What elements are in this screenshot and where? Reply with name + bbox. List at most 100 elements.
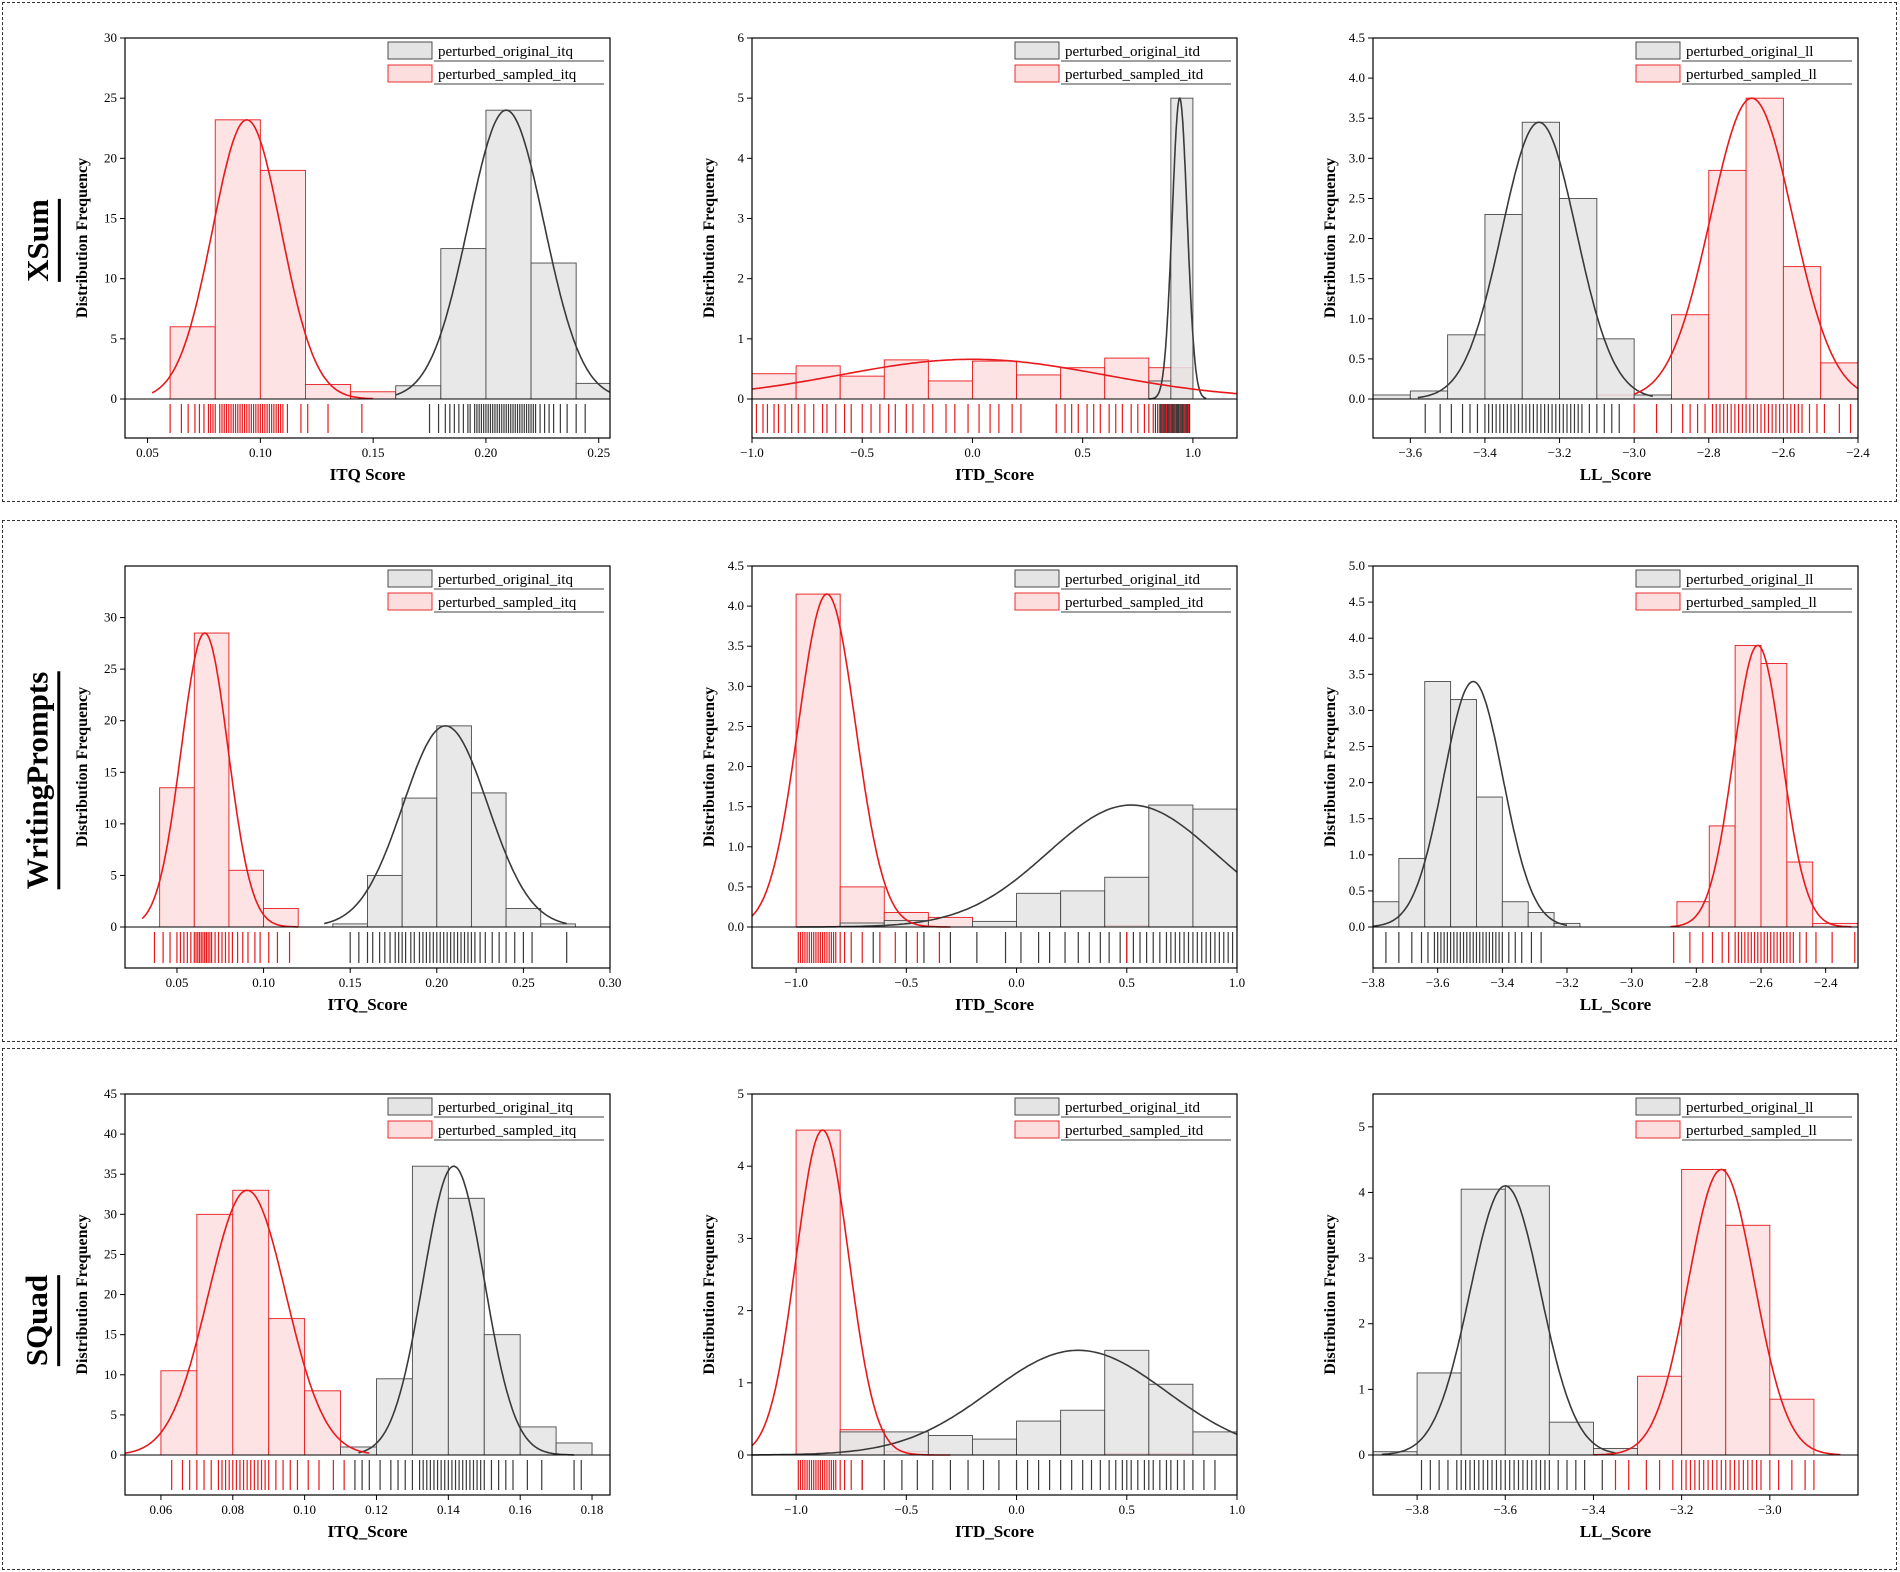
y-tick-label: 40 bbox=[104, 1126, 117, 1141]
x-tick-label: −0.5 bbox=[895, 1502, 919, 1517]
original-histogram-bar bbox=[1016, 1420, 1062, 1456]
y-tick-label: 5 bbox=[738, 90, 745, 105]
original-histogram-bar bbox=[440, 248, 487, 400]
y-tick-label: 0 bbox=[738, 391, 745, 406]
sampled-histogram-bar bbox=[263, 907, 299, 928]
plot-area bbox=[141, 632, 576, 963]
y-tick-label: 1.0 bbox=[1349, 847, 1365, 862]
y-tick-label: 20 bbox=[104, 1287, 117, 1302]
x-tick-label: −2.8 bbox=[1685, 975, 1709, 990]
original-histogram-bar bbox=[1548, 1421, 1594, 1456]
original-histogram-bar bbox=[505, 907, 542, 928]
sampled-density-curve bbox=[1593, 1168, 1841, 1456]
chart-panel: 0 1 2 3 4 5 −3.8 −3.6 −3.4 −3.2 −3.0 LL_Score Distri… bbox=[1322, 1093, 1859, 1541]
y-tick-label: 5 bbox=[111, 867, 118, 882]
x-tick-label: 0.20 bbox=[475, 445, 498, 460]
legend: perturbed_original_ll perturbed_sampled_l… bbox=[1635, 41, 1852, 85]
original-histogram-bar bbox=[1476, 796, 1503, 928]
original-histogram-bar bbox=[1373, 394, 1411, 400]
y-tick-label: 0 bbox=[1359, 1447, 1366, 1462]
original-legend-swatch bbox=[1014, 569, 1060, 588]
x-tick-label: −3.4 bbox=[1491, 975, 1515, 990]
y-tick-label: 6 bbox=[738, 30, 745, 45]
original-legend-label: perturbed_original_itq bbox=[438, 1100, 573, 1116]
y-axis-label: Distribution Frequency bbox=[74, 1214, 91, 1374]
y-tick-label: 0 bbox=[111, 1447, 118, 1462]
y-tick-label: 10 bbox=[104, 271, 117, 286]
x-axis-label: ITD_Score bbox=[955, 995, 1034, 1014]
legend: perturbed_original_itd perturbed_sampled_… bbox=[1014, 569, 1231, 613]
y-tick-label: 1 bbox=[738, 1375, 745, 1390]
original-histogram-bar bbox=[1104, 1349, 1150, 1456]
plot-area bbox=[1373, 97, 1858, 433]
original-density-curve bbox=[1148, 97, 1207, 400]
y-tick-label: 0.5 bbox=[1349, 351, 1365, 366]
y-tick-label: 4.5 bbox=[728, 558, 744, 573]
sampled-histogram-bar bbox=[839, 886, 885, 928]
y-tick-label: 2.0 bbox=[1349, 775, 1365, 790]
x-tick-label: −3.8 bbox=[1405, 1502, 1429, 1517]
x-tick-label: −3.8 bbox=[1361, 975, 1385, 990]
sampled-histogram-bar bbox=[305, 384, 352, 400]
original-histogram-bar bbox=[1398, 857, 1426, 928]
y-tick-label: 1.5 bbox=[1349, 271, 1365, 286]
original-histogram-bar bbox=[1148, 804, 1194, 928]
original-histogram-bar bbox=[1521, 121, 1560, 400]
original-density-curve bbox=[358, 1165, 575, 1456]
legend: perturbed_original_itq perturbed_sampled_… bbox=[387, 41, 604, 85]
y-tick-label: 2.5 bbox=[728, 718, 744, 733]
x-tick-label: −3.0 bbox=[1758, 1502, 1782, 1517]
x-axis-label: ITD_Score bbox=[955, 465, 1034, 484]
y-tick-label: 10 bbox=[104, 816, 117, 831]
original-histogram-bar bbox=[1450, 699, 1477, 928]
x-tick-label: 0.16 bbox=[509, 1502, 532, 1517]
x-tick-label: −2.4 bbox=[1814, 975, 1838, 990]
plot-area bbox=[752, 97, 1237, 433]
x-axis-label: LL_Score bbox=[1580, 465, 1652, 484]
sampled-legend-label: perturbed_sampled_ll bbox=[1686, 1123, 1817, 1139]
legend: perturbed_original_itq perturbed_sampled_… bbox=[387, 1097, 604, 1141]
y-tick-label: 4.5 bbox=[1349, 30, 1365, 45]
sampled-histogram-bar bbox=[232, 1189, 270, 1456]
x-tick-label: 0.5 bbox=[1119, 1502, 1135, 1517]
original-legend-swatch bbox=[387, 41, 433, 60]
sampled-legend-swatch bbox=[1014, 64, 1060, 83]
original-histogram-bar bbox=[530, 262, 577, 400]
original-histogram-bar bbox=[1527, 912, 1555, 928]
y-axis-label: Distribution Frequency bbox=[74, 687, 91, 847]
sampled-legend-label: perturbed_sampled_itd bbox=[1065, 595, 1204, 611]
y-tick-label: 30 bbox=[104, 1206, 117, 1221]
sampled-histogram-bar bbox=[1725, 1224, 1771, 1456]
x-tick-label: −3.4 bbox=[1473, 445, 1497, 460]
original-legend-label: perturbed_original_itq bbox=[438, 44, 573, 60]
x-axis-label: ITQ_Score bbox=[328, 1522, 408, 1541]
y-tick-label: 25 bbox=[104, 90, 117, 105]
original-legend-label: perturbed_original_itq bbox=[438, 572, 573, 588]
sampled-legend-swatch bbox=[1635, 64, 1681, 83]
plot-area bbox=[1373, 1168, 1841, 1490]
original-legend-swatch bbox=[387, 569, 433, 588]
sampled-histogram-bar bbox=[927, 380, 973, 400]
original-histogram-bar bbox=[401, 797, 438, 928]
legend: perturbed_original_itd perturbed_sampled_… bbox=[1014, 1097, 1231, 1141]
sampled-density-curve bbox=[141, 632, 299, 928]
chart-panel: 0.0 0.5 1.0 1.5 2.0 2.5 3.0 3.5 4.0 4.5 5.0 −3.8 −3.… bbox=[1322, 558, 1859, 1014]
y-tick-label: 4.0 bbox=[1349, 70, 1365, 85]
y-tick-label: 1.0 bbox=[728, 839, 744, 854]
y-tick-label: 0.5 bbox=[728, 879, 744, 894]
y-tick-label: 0.0 bbox=[1349, 391, 1365, 406]
x-tick-label: 0.5 bbox=[1075, 445, 1091, 460]
x-tick-label: −2.6 bbox=[1772, 445, 1796, 460]
x-tick-label: 0.0 bbox=[1008, 1502, 1024, 1517]
chart-panel: 0 5 10 15 20 25 30 35 40 45 0.06 0.08 0.10 0.12 0.14 0.… bbox=[74, 1086, 611, 1541]
original-density-curve bbox=[1381, 1185, 1616, 1456]
y-tick-label: 5 bbox=[111, 1407, 118, 1422]
x-tick-label: 0.05 bbox=[136, 445, 159, 460]
x-tick-label: 1.0 bbox=[1229, 975, 1245, 990]
x-tick-label: 1.0 bbox=[1229, 1502, 1245, 1517]
y-tick-label: 4 bbox=[738, 1158, 745, 1173]
y-tick-label: 25 bbox=[104, 1246, 117, 1261]
sampled-histogram-bar bbox=[1060, 367, 1106, 400]
original-legend-swatch bbox=[1014, 1097, 1060, 1116]
